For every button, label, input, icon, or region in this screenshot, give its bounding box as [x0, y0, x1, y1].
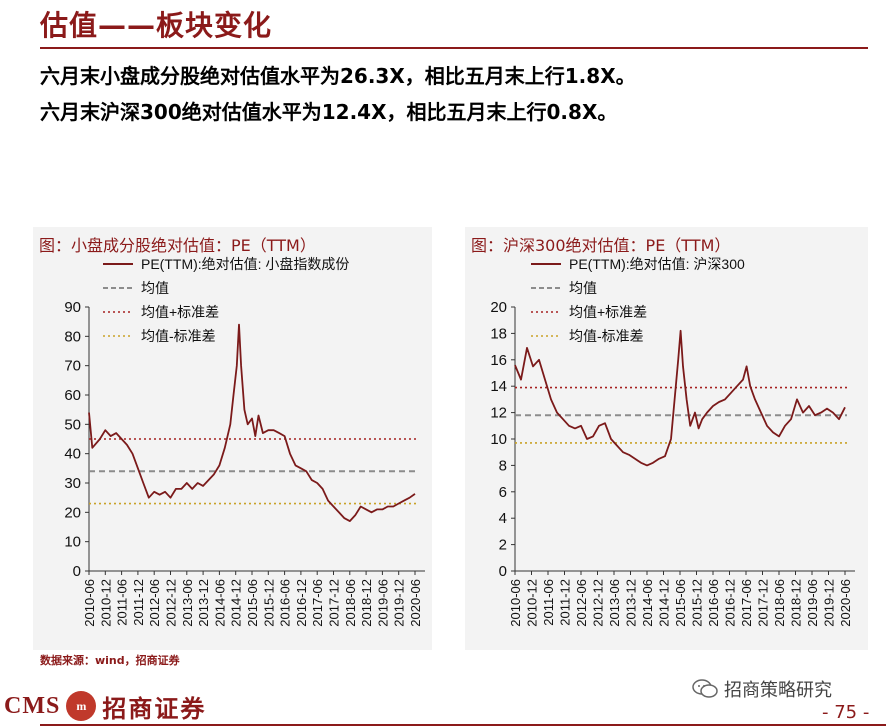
x-tick-label: 2017-06 — [310, 579, 325, 627]
x-tick-label: 2019-06 — [375, 579, 390, 627]
y-tick-label: 30 — [64, 475, 81, 492]
x-tick-label: 2019-12 — [392, 579, 407, 627]
x-tick-label: 2018-06 — [343, 579, 358, 627]
x-tick-label: 2015-12 — [690, 579, 705, 627]
y-tick-label: 2 — [499, 537, 507, 554]
y-tick-label: 6 — [499, 484, 507, 501]
legend-label: 均值 — [569, 280, 597, 296]
y-tick-label: 16 — [490, 352, 507, 369]
x-tick-label: 2010-12 — [525, 579, 540, 627]
x-tick-label: 2016-06 — [706, 579, 721, 627]
x-tick-label: 2017-12 — [327, 579, 342, 627]
pe-series-line — [514, 329, 846, 467]
pe-series-line — [88, 323, 416, 522]
x-tick-label: 2013-06 — [607, 579, 622, 627]
y-tick-label: 12 — [490, 405, 507, 422]
legend-label: PE(TTM):绝对估值: 小盘指数成份 — [141, 256, 349, 272]
x-tick-label: 2015-06 — [245, 579, 260, 627]
x-tick-label: 2013-06 — [180, 579, 195, 627]
x-tick-label: 2016-06 — [278, 579, 293, 627]
x-tick-label: 2012-06 — [147, 579, 162, 627]
wechat-label: 招商策略研究 — [724, 680, 832, 701]
y-tick-label: 8 — [499, 457, 507, 474]
y-tick-label: 20 — [64, 504, 81, 521]
page-number: - 75 - — [822, 702, 870, 723]
logo-cn-text: 招商证券 — [102, 693, 207, 723]
x-tick-label: 2013-12 — [624, 579, 639, 627]
x-tick-label: 2016-12 — [723, 579, 738, 627]
summary-line-2: 六月末沪深300绝对估值水平为12.4X，相比五月末上行0.8X。 — [40, 100, 618, 124]
x-tick-label: 2015-12 — [261, 579, 276, 627]
x-tick-label: 2010-06 — [508, 579, 523, 627]
x-tick-label: 2019-12 — [822, 579, 837, 627]
x-tick-label: 2011-06 — [541, 579, 556, 626]
x-tick-label: 2018-12 — [789, 579, 804, 627]
bottom-divider — [40, 724, 886, 726]
x-tick-label: 2014-06 — [640, 579, 655, 627]
legend-label: PE(TTM):绝对估值: 沪深300 — [569, 256, 745, 272]
y-tick-label: 0 — [73, 563, 81, 580]
x-tick-label: 2013-12 — [196, 579, 211, 627]
legend-label: 均值+标准差 — [569, 304, 647, 320]
title-divider — [40, 47, 868, 49]
x-tick-label: 2014-06 — [212, 579, 227, 627]
y-tick-label: 70 — [64, 358, 81, 375]
legend-label: 均值+标准差 — [141, 304, 219, 320]
chart-title-hs300: 图：沪深300绝对估值：PE（TTM） — [471, 236, 731, 255]
x-tick-label: 2020-06 — [408, 579, 423, 627]
x-tick-label: 2014-12 — [229, 579, 244, 627]
y-tick-label: 10 — [490, 431, 507, 448]
y-tick-label: 80 — [64, 328, 81, 345]
x-tick-label: 2010-06 — [82, 579, 97, 627]
x-tick-label: 2011-06 — [115, 579, 130, 626]
x-tick-label: 2019-06 — [805, 579, 820, 627]
y-tick-label: 90 — [64, 299, 81, 316]
y-tick-label: 50 — [64, 416, 81, 433]
wechat-icon — [692, 679, 718, 698]
cms-logo: CMS m 招商证券 — [4, 690, 207, 723]
summary-line-1: 六月末小盘成分股绝对估值水平为26.3X，相比五月末上行1.8X。 — [40, 64, 636, 88]
x-tick-label: 2018-12 — [359, 579, 374, 627]
x-tick-label: 2011-12 — [131, 579, 146, 626]
page-title: 估值——板块变化 — [40, 9, 273, 42]
y-tick-label: 4 — [499, 510, 507, 527]
x-tick-label: 2012-12 — [164, 579, 179, 627]
y-tick-label: 10 — [64, 534, 81, 551]
x-tick-label: 2012-06 — [574, 579, 589, 627]
legend-label: 均值-标准差 — [141, 328, 216, 344]
x-tick-label: 2017-12 — [756, 579, 771, 627]
legend-label: 均值-标准差 — [569, 328, 644, 344]
x-tick-label: 2018-06 — [772, 579, 787, 627]
logo-mark-icon: m — [66, 691, 97, 721]
y-tick-label: 0 — [499, 563, 507, 580]
x-tick-label: 2015-06 — [673, 579, 688, 627]
x-tick-label: 2010-12 — [98, 579, 113, 627]
x-tick-label: 2017-06 — [739, 579, 754, 627]
chart-title-small-cap: 图：小盘成分股绝对估值：PE（TTM） — [39, 236, 316, 255]
y-tick-label: 14 — [490, 378, 507, 395]
y-tick-label: 40 — [64, 446, 81, 463]
chart-small-cap: 0 10 20 30 40 50 60 70 80 90 2010-06 2010-12 2011-06… — [64, 256, 425, 627]
legend-label: 均值 — [141, 280, 169, 296]
chart-panel-hs300: 图：沪深300绝对估值：PE（TTM） 0 2 4 6 8 10 12 14 16 18 20 201… — [465, 227, 868, 650]
x-tick-label: 2012-12 — [591, 579, 606, 627]
y-tick-label: 60 — [64, 387, 81, 404]
y-tick-label: 18 — [490, 325, 507, 342]
chart-panel-small-cap: 图：小盘成分股绝对估值：PE（TTM） 0 10 20 30 40 50 60 70 80 90 2… — [33, 227, 432, 650]
data-source: 数据来源：wind，招商证券 — [40, 654, 180, 667]
x-tick-label: 2011-12 — [558, 579, 573, 626]
x-tick-label: 2020-06 — [838, 579, 853, 627]
wechat-account: 招商策略研究 — [692, 676, 832, 702]
logo-cms-text: CMS — [4, 692, 61, 719]
y-tick-label: 20 — [490, 299, 507, 316]
x-tick-label: 2014-12 — [657, 579, 672, 627]
x-tick-label: 2016-12 — [294, 579, 309, 627]
